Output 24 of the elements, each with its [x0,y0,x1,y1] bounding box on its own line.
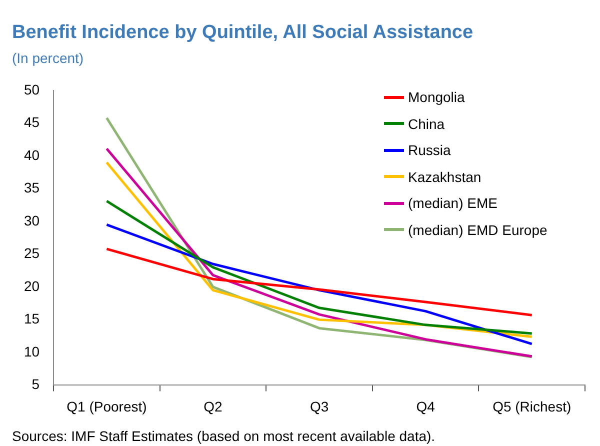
legend-label: Russia [408,142,451,158]
legend-label: China [408,116,445,132]
y-tick-label: 10 [24,343,40,360]
y-tick-label: 30 [24,212,40,228]
y-tick-label: 45 [24,114,40,130]
legend-label: Mongolia [408,89,465,106]
x-tick-label: Q5 (Richest) [492,398,572,414]
y-tick-label: 5 [32,376,40,392]
y-tick-label: 35 [24,180,40,196]
legend-label: (median) EME [408,195,498,212]
y-tick-label: 40 [24,146,40,163]
chart-subtitle: (In percent) [12,50,84,66]
x-tick-label: Q4 [416,398,436,414]
x-tick-label: Q2 [204,398,223,414]
y-tick-label: 20 [24,278,40,294]
chart-title: Benefit Incidence by Quintile, All Social Assistance [12,22,474,44]
source-note: Sources: IMF Staff Estimates (based on most recent available data). [12,428,436,444]
y-tick-label: 25 [24,245,40,262]
legend-label: (median) EMD Europe [408,222,548,238]
y-tick-label: 15 [24,310,40,327]
y-tick-label: 50 [24,81,40,98]
x-tick-label: Q1 (Poorest) [66,398,147,414]
legend-label: Kazakhstan [408,168,482,185]
x-tick-label: Q3 [310,398,329,414]
